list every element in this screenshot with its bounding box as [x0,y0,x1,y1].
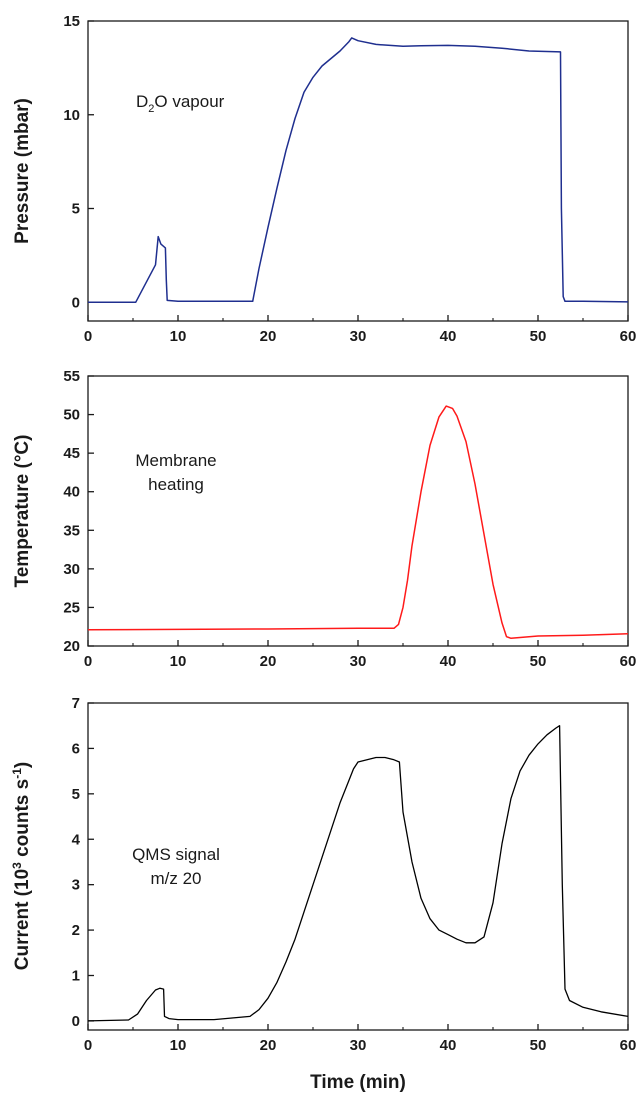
current-y-axis-label: Current (103 counts s-1) [10,762,33,970]
temperature-x-tick-label: 50 [530,653,547,670]
pressure-plot-frame [87,20,629,322]
temperature-panel: Membrane heating Temperature (°C) 0 10 20 3… [12,368,636,670]
time-x-axis-label: Time (min) [310,1072,406,1093]
pressure-x-tick-label: 30 [350,328,367,345]
temperature-x-tick-label: 10 [170,653,187,670]
temperature-x-tick-label: 0 [84,653,92,670]
current-x-tick-label: 30 [350,1037,367,1054]
current-y-tick-label: 4 [72,831,81,848]
pressure-x-tick-label: 10 [170,328,187,345]
pressure-x-tick-label: 0 [84,328,92,345]
pressure-y-tick-label: 10 [63,107,80,124]
current-y-tick-label: 0 [72,1013,80,1030]
temperature-y-tick-label: 55 [63,368,80,385]
current-y-tick-label: 2 [72,922,80,939]
temperature-x-tick-label: 30 [350,653,367,670]
pressure-y-tick-label: 5 [72,201,80,218]
current-panel: QMS signal m/z 20 Current (103 counts s-… [10,695,636,1093]
temperature-y-tick-label: 50 [63,407,80,424]
pressure-x-tick-label: 40 [440,328,457,345]
temperature-y-tick-label: 30 [63,561,80,578]
current-y-tick-label: 5 [72,786,80,803]
current-series-line [87,725,629,1022]
current-y-tick-label: 7 [72,695,80,712]
current-x-tick-label: 60 [620,1037,637,1054]
pressure-x-tick-label: 60 [620,328,637,345]
pressure-series-line [88,37,629,304]
temperature-y-tick-label: 40 [63,484,80,501]
temperature-y-tick-label: 20 [63,638,80,655]
temperature-y-axis-label: Temperature (°C) [12,435,33,588]
current-x-tick-label: 20 [260,1037,277,1054]
current-x-tick-label: 0 [84,1037,92,1054]
pressure-x-tick-label: 20 [260,328,277,345]
current-x-tick-label: 40 [440,1037,457,1054]
pressure-x-tick-label: 50 [530,328,547,345]
current-x-tick-label: 10 [170,1037,187,1054]
pressure-annotation: D2O vapour [136,92,225,115]
current-annotation-line-1: QMS signal [132,845,220,864]
temperature-x-tick-label: 40 [440,653,457,670]
current-y-tick-label: 1 [72,968,80,985]
temperature-y-tick-label: 25 [63,599,80,616]
temperature-x-tick-label: 60 [620,653,637,670]
pressure-y-axis-label: Pressure (mbar) [12,98,33,244]
current-plot-frame [87,702,629,1031]
pressure-y-tick-label: 0 [72,294,80,311]
pressure-panel: D2O vapour Pressure (mbar) 0 10 20 30 40 50 60… [12,13,636,345]
temperature-y-tick-label: 45 [63,445,80,462]
current-annotation-line-2: m/z 20 [150,869,201,888]
temperature-y-tick-label: 35 [63,522,80,539]
temperature-annotation-line-2: heating [148,475,204,494]
temperature-x-tick-label: 20 [260,653,277,670]
temperature-plot-frame [87,375,629,647]
current-y-tick-label: 3 [72,877,80,894]
temperature-series-line [87,405,629,640]
temperature-annotation-line-1: Membrane [135,451,216,470]
pressure-y-tick-label: 15 [63,13,80,30]
current-y-tick-label: 6 [72,740,80,757]
current-x-tick-label: 50 [530,1037,547,1054]
